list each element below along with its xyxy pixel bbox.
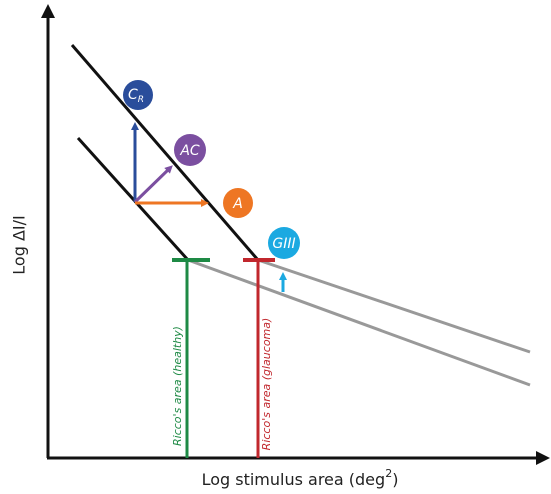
x-label-main: Log stimulus area (deg	[202, 470, 386, 489]
x-axis-label: Log stimulus area (deg2)	[202, 467, 399, 489]
ac-arrow	[133, 165, 173, 204]
cr-sub: R	[138, 95, 144, 105]
cr-main: C	[128, 87, 138, 103]
x-arrowhead	[536, 451, 550, 465]
glaucoma-label: Ricco's area (glaucoma)	[260, 318, 273, 451]
a-node	[223, 188, 253, 218]
x-label-sup: 2	[385, 467, 392, 480]
cr-node	[123, 80, 153, 110]
ac-label: AC	[179, 143, 200, 159]
giii-label: GIII	[272, 236, 295, 252]
ac-node	[174, 134, 206, 166]
giii-node	[268, 227, 300, 259]
glaucoma-slope-line	[70, 44, 260, 261]
glaucoma-plateau-line	[257, 258, 531, 354]
healthy-label: Ricco's area (healthy)	[171, 326, 184, 446]
healthy-plateau-line	[187, 258, 531, 387]
cr-label: CR	[128, 87, 144, 105]
y-axis-label: Log ΔI/I	[10, 215, 29, 274]
x-label-end: )	[392, 470, 398, 489]
y-arrowhead	[41, 4, 55, 18]
healthy-slope-line	[76, 136, 190, 262]
a-label: A	[232, 196, 243, 212]
